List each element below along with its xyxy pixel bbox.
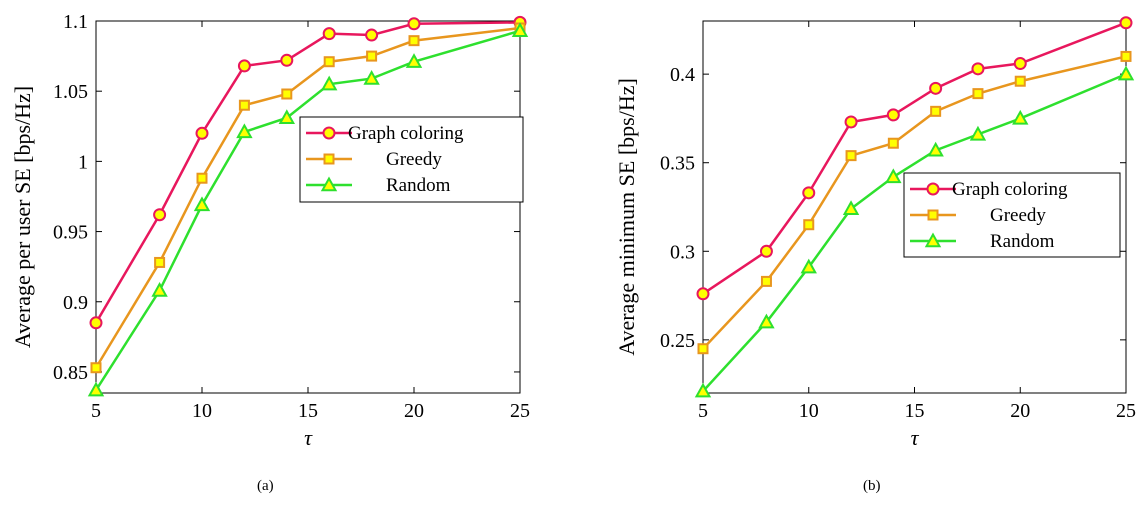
y-axis-label: Average minimum SE [bps/Hz]	[614, 78, 639, 356]
y-tick-label: 0.95	[53, 222, 88, 244]
x-axis-label: τ	[304, 425, 313, 450]
x-tick-label: 10	[192, 400, 212, 422]
data-point-greedy	[972, 88, 984, 100]
data-point-random	[694, 382, 712, 398]
data-point-graph-coloring	[237, 59, 251, 73]
data-point-random	[885, 168, 902, 184]
data-point-graph-coloring	[407, 17, 421, 31]
data-point-random	[927, 141, 944, 157]
x-axis-label: τ	[911, 425, 920, 450]
data-point-graph-coloring	[696, 287, 710, 301]
data-point-graph-coloring	[365, 28, 379, 42]
y-tick-label: 0.35	[660, 153, 695, 175]
x-tick-label: 25	[1116, 400, 1136, 422]
data-point-random	[800, 258, 817, 274]
data-point-random	[511, 22, 529, 38]
data-point-graph-coloring	[971, 62, 985, 76]
data-point-random	[405, 53, 423, 68]
data-point-greedy	[760, 275, 772, 287]
x-tick-label: 15	[298, 400, 318, 422]
y-tick-label: 0.9	[63, 292, 88, 314]
legend-marker	[323, 153, 335, 165]
data-point-greedy	[90, 362, 102, 374]
data-point-random	[236, 123, 253, 139]
data-point-graph-coloring	[886, 108, 900, 122]
legend-label: Greedy	[990, 205, 1046, 226]
chart-panel-a: 5 10 15 20 25 0.85 0.9 0.95 1 1.05 1.1 τ Average per…	[10, 11, 530, 450]
data-point-greedy	[154, 256, 166, 268]
legend-marker	[927, 209, 939, 221]
data-point-greedy	[930, 105, 942, 117]
y-tick-label: 0.25	[660, 330, 695, 352]
legend: Graph coloring Greedy Random	[299, 116, 524, 203]
data-point-graph-coloring	[1119, 16, 1133, 30]
caption-a: (a)	[257, 478, 274, 494]
x-tick-label: 5	[91, 400, 101, 422]
data-point-greedy	[845, 150, 857, 162]
data-point-random	[321, 75, 338, 91]
data-point-greedy	[281, 88, 293, 100]
y-tick-label: 0.85	[53, 362, 88, 384]
data-point-random	[1012, 109, 1029, 125]
legend-label: Graph coloring	[952, 179, 1068, 200]
data-point-greedy	[408, 35, 420, 47]
x-tick-label: 20	[1010, 400, 1030, 422]
data-point-random	[363, 69, 380, 85]
x-tick-label: 15	[905, 400, 925, 422]
legend-marker	[924, 232, 942, 248]
legend-label: Greedy	[386, 149, 442, 170]
y-axis-label: Average per user SE [bps/Hz]	[10, 86, 35, 348]
data-point-random	[1117, 65, 1135, 81]
y-tick-label: 0.3	[670, 241, 695, 263]
data-point-random	[87, 381, 105, 397]
data-point-greedy	[366, 50, 378, 62]
data-point-graph-coloring	[929, 81, 943, 95]
data-point-graph-coloring	[280, 53, 294, 67]
data-point-random	[969, 125, 987, 141]
legend-marker	[322, 126, 336, 140]
data-point-random	[278, 109, 295, 125]
y-tick-label: 1.1	[63, 11, 88, 33]
data-point-random	[151, 281, 168, 297]
y-tick-label: 1	[78, 151, 88, 173]
chart-panel-b: 5 10 15 20 25 0.25 0.3 0.35 0.4 τ Average minimum …	[614, 16, 1136, 450]
data-point-greedy	[697, 343, 709, 355]
data-point-graph-coloring	[89, 316, 103, 330]
data-point-graph-coloring	[153, 208, 167, 222]
data-point-greedy	[238, 99, 250, 111]
y-tick-label: 0.4	[670, 64, 695, 86]
data-point-graph-coloring	[802, 186, 816, 200]
caption-b: (b)	[863, 478, 881, 494]
data-point-random	[758, 313, 775, 329]
data-point-greedy	[196, 172, 208, 184]
data-point-graph-coloring	[844, 115, 858, 129]
legend-label: Graph coloring	[348, 123, 464, 144]
data-point-greedy	[887, 137, 899, 149]
legend-label: Random	[990, 231, 1055, 252]
data-point-random	[842, 200, 860, 215]
x-tick-label: 25	[510, 400, 530, 422]
x-tick-label: 5	[698, 400, 708, 422]
legend: Graph coloring Greedy Random	[903, 172, 1121, 258]
data-point-greedy	[1120, 50, 1132, 62]
x-tick-label: 20	[404, 400, 424, 422]
data-point-graph-coloring	[322, 27, 336, 41]
legend-marker	[320, 176, 338, 192]
y-tick-label: 1.05	[53, 81, 88, 103]
data-point-greedy	[1014, 75, 1026, 87]
data-point-greedy	[323, 56, 335, 68]
legend-marker	[926, 182, 940, 196]
x-tick-label: 10	[799, 400, 819, 422]
data-point-graph-coloring	[759, 244, 773, 258]
data-point-graph-coloring	[1013, 57, 1027, 71]
data-point-greedy	[803, 219, 815, 231]
data-point-random	[193, 196, 211, 212]
legend-label: Random	[386, 175, 451, 196]
data-point-graph-coloring	[195, 126, 209, 140]
